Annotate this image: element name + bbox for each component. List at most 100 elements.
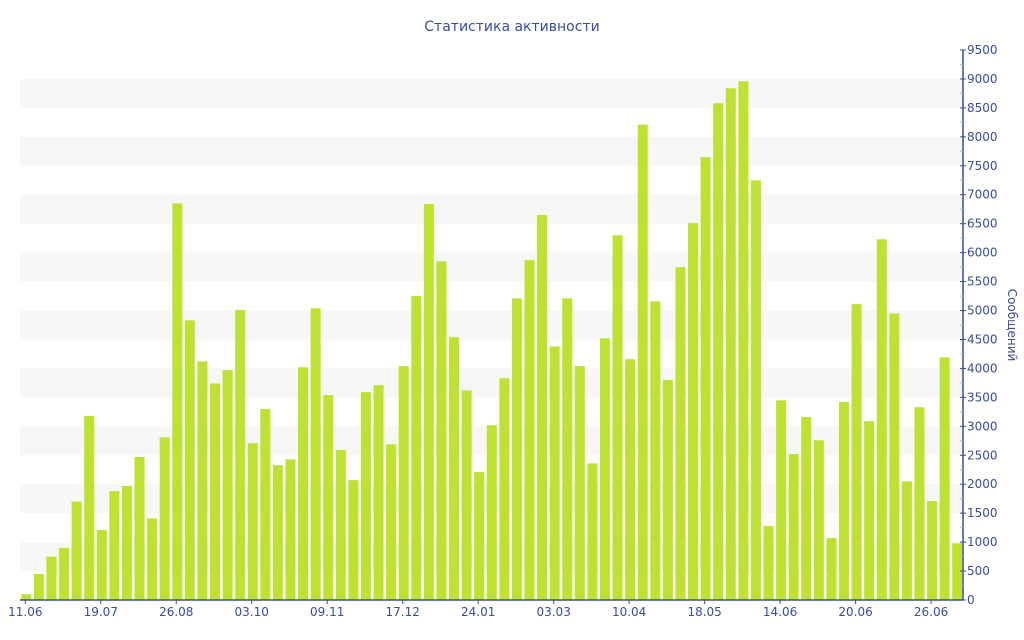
grid-band <box>20 194 963 224</box>
bar <box>952 543 963 600</box>
bar <box>511 298 522 600</box>
bar <box>574 366 585 600</box>
bar <box>474 472 485 600</box>
y-tick-label: 6500 <box>967 217 998 231</box>
bar <box>197 361 208 600</box>
bar <box>210 383 220 600</box>
bar <box>235 309 246 600</box>
bar <box>662 380 673 600</box>
y-tick-label: 3000 <box>967 419 998 433</box>
bar <box>310 308 321 600</box>
y-tick-label: 8500 <box>967 101 998 115</box>
y-tick-label: 9500 <box>967 43 998 57</box>
x-tick-label: 11.06 <box>8 605 42 619</box>
y-tick-label: 5000 <box>967 304 998 318</box>
bar <box>549 346 560 600</box>
y-tick-label: 9000 <box>967 72 998 86</box>
bar <box>33 573 44 600</box>
bar <box>927 501 938 600</box>
bar <box>599 338 610 600</box>
y-tick-label: 500 <box>967 564 990 578</box>
bar <box>348 480 359 600</box>
bar <box>524 260 535 600</box>
bar <box>172 203 183 600</box>
y-tick-label: 4000 <box>967 361 998 375</box>
x-tick-label: 17.12 <box>386 605 420 619</box>
bar <box>650 301 661 600</box>
x-tick-label: 18.05 <box>687 605 721 619</box>
bar <box>461 390 472 600</box>
bar <box>71 501 82 600</box>
bar <box>360 392 371 600</box>
bar <box>914 407 925 600</box>
y-tick-label: 1000 <box>967 535 998 549</box>
bar <box>625 359 636 600</box>
y-tick-label: 7500 <box>967 159 998 173</box>
bar <box>335 450 346 600</box>
bar <box>298 367 309 600</box>
bar <box>499 378 510 600</box>
x-tick-label: 14.06 <box>763 605 797 619</box>
y-tick-label: 2000 <box>967 477 998 491</box>
bar <box>788 454 799 600</box>
bar <box>826 538 837 600</box>
bar <box>109 491 120 600</box>
bar <box>864 421 875 600</box>
bar <box>801 417 812 600</box>
bar <box>486 425 497 600</box>
x-tick-label: 20.06 <box>838 605 872 619</box>
bar <box>59 547 70 600</box>
bar <box>562 298 573 600</box>
bar <box>750 180 761 600</box>
bar <box>411 296 422 600</box>
bar <box>675 267 686 600</box>
y-tick-label: 3500 <box>967 390 998 404</box>
bar <box>147 518 158 600</box>
y-tick-label: 6000 <box>967 246 998 260</box>
bar <box>272 465 283 600</box>
x-tick-label: 26.06 <box>914 605 948 619</box>
bar <box>84 415 95 600</box>
bar <box>901 481 912 600</box>
bar <box>700 157 711 600</box>
bar <box>247 443 258 600</box>
chart-title: Статистика активности <box>424 19 599 35</box>
x-tick-label: 03.10 <box>235 605 269 619</box>
bar <box>587 463 598 600</box>
bar <box>46 556 57 600</box>
bar <box>537 215 548 600</box>
y-tick-label: 2500 <box>967 448 998 462</box>
bar <box>776 400 787 600</box>
bar <box>423 204 434 600</box>
bar <box>637 124 648 601</box>
bar <box>763 525 774 600</box>
bar <box>612 235 623 600</box>
bar <box>398 366 409 600</box>
bar <box>851 304 862 600</box>
bar <box>373 385 384 600</box>
bar <box>813 440 824 600</box>
grid-band <box>20 136 963 166</box>
bar <box>839 402 849 600</box>
bar <box>738 81 749 600</box>
bar <box>436 261 447 600</box>
grid-band <box>20 252 963 282</box>
bar <box>222 370 233 600</box>
y-tick-label: 5500 <box>967 275 998 289</box>
x-tick-label: 26.08 <box>159 605 193 619</box>
bar <box>449 337 460 600</box>
y-tick-label: 1500 <box>967 506 998 520</box>
grid-band <box>20 368 963 398</box>
bar <box>121 485 132 600</box>
bar <box>134 457 145 600</box>
bar <box>260 408 271 600</box>
y-tick-label: 0 <box>967 593 975 607</box>
x-tick-label: 03.03 <box>536 605 570 619</box>
bar <box>96 529 107 600</box>
y-tick-label: 8000 <box>967 130 998 144</box>
y-tick-label: 4500 <box>967 332 998 346</box>
x-tick-label: 09.11 <box>310 605 344 619</box>
x-tick-label: 19.07 <box>84 605 118 619</box>
bar <box>688 223 699 600</box>
